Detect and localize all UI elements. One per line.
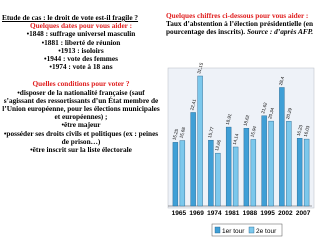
date: •1848 : suffrage universel masculin — [26, 29, 136, 39]
x-tick-label: 2007 — [296, 210, 311, 217]
value-label: 18,62 — [243, 114, 251, 127]
plot-wall — [167, 67, 315, 209]
bar — [261, 115, 267, 207]
value-label: 12,66 — [214, 139, 222, 152]
date: •1944 : vote des femmes — [44, 54, 118, 64]
x-tick-label: 1965 — [172, 210, 187, 217]
value-label: 15,94 — [249, 125, 257, 138]
value-label: 18,91 — [225, 113, 233, 126]
left-text: Etude de cas : le droit de vote est-il f… — [2, 13, 160, 155]
bar — [250, 139, 257, 207]
value-label: 16,23 — [296, 124, 304, 137]
bar — [296, 138, 303, 207]
bar — [268, 120, 274, 207]
chart-caption-text: Taux d’abstention à l’élection président… — [166, 19, 314, 37]
condition: •être majeur — [61, 120, 101, 130]
x-tick-label: 1969 — [189, 210, 204, 217]
value-label: 21,62 — [260, 101, 268, 114]
date: •1974 : vote à 18 ans — [49, 62, 113, 72]
legend-box — [211, 223, 283, 237]
conditions-heading: Quelles conditions pour voter ? — [32, 79, 130, 89]
value-label: 20,34 — [267, 107, 275, 120]
bar — [172, 142, 179, 207]
bar — [303, 138, 310, 207]
value-label: 15,25 — [172, 128, 180, 141]
chart-intro: Quelques chiffres ci-dessous pour vous a… — [166, 11, 309, 20]
legend-swatch — [248, 226, 255, 234]
value-label: 22,41 — [189, 98, 197, 111]
bar — [286, 121, 292, 207]
chart-caption: Quelques chiffres ci-dessous pour vous a… — [166, 11, 316, 37]
value-label: 28,4 — [278, 76, 285, 86]
value-label: 31,15 — [196, 62, 204, 75]
chart-source: Source : d’après AFP. — [246, 27, 314, 37]
bar — [197, 75, 203, 207]
bar — [243, 128, 250, 207]
value-label: 15,68 — [178, 126, 186, 139]
bar — [179, 140, 186, 207]
x-tick-label: 2002 — [278, 210, 293, 217]
dates-heading: Quelques dates pour vous aider : — [29, 21, 133, 31]
bar — [208, 139, 214, 207]
date: •1881 : liberté de réunion — [41, 37, 121, 47]
value-label: 16,03 — [303, 125, 311, 138]
value-label: 20,29 — [285, 107, 293, 120]
bar — [225, 126, 232, 207]
legend-label: 2e tour — [256, 228, 277, 235]
bar — [279, 87, 285, 207]
bar — [190, 112, 196, 207]
date: •1913 : isoloirs — [58, 45, 104, 55]
x-tick-label: 1974 — [207, 210, 222, 217]
legend-swatch — [214, 226, 221, 234]
x-tick-label: 1988 — [243, 210, 258, 217]
bar — [215, 152, 221, 207]
condition: •posséder ses droits civils et politique… — [3, 128, 159, 146]
x-tick-label: 1995 — [260, 210, 275, 217]
bar — [232, 146, 239, 207]
x-tick-label: 1981 — [225, 210, 240, 217]
slide-title: Etude de cas : le droit de vote est-il f… — [2, 13, 139, 22]
value-label: 14,14 — [232, 133, 240, 146]
condition: •disposer de la nationalité française (s… — [2, 87, 160, 122]
legend-label: 1er tour — [222, 228, 245, 235]
condition: •être inscrit sur la liste électorale — [30, 145, 132, 155]
value-label: 15,77 — [207, 126, 215, 139]
